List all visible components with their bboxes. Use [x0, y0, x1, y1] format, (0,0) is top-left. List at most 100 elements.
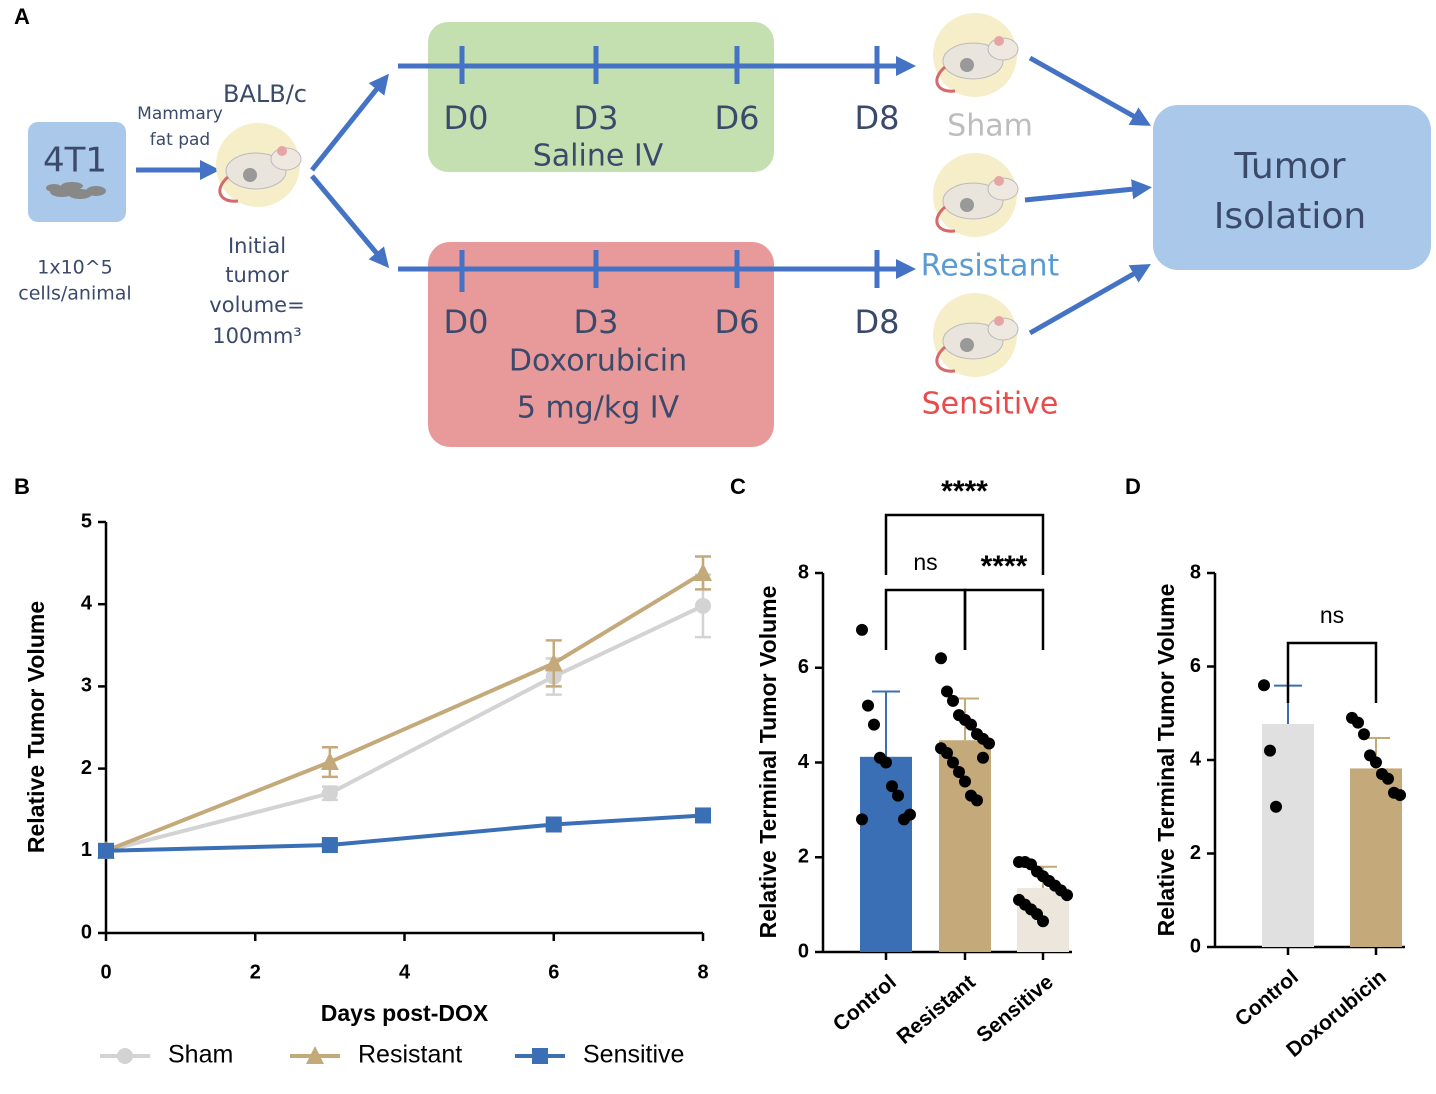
- y-tick-label: 8: [1190, 561, 1201, 583]
- legend-label: Sensitive: [583, 1041, 684, 1069]
- x-tick-label: Sensitive: [972, 970, 1057, 1047]
- y-tick-label: 6: [798, 656, 809, 678]
- mouse-icon: [931, 151, 1020, 239]
- bar: [939, 740, 991, 952]
- significance-label: ns: [913, 549, 937, 575]
- significance-bracket: [884, 513, 1045, 575]
- legend-marker: [306, 1046, 324, 1064]
- cell-count: cells/animal: [18, 283, 131, 305]
- mouse-icon: [931, 11, 1020, 99]
- data-point: [856, 623, 868, 636]
- significance-label: ****: [941, 475, 988, 508]
- mouse-icon: [931, 291, 1020, 379]
- y-tick-label: 8: [798, 561, 809, 583]
- legend-marker: [117, 1048, 133, 1064]
- y-tick-label: 2: [1190, 842, 1201, 864]
- data-point: [1370, 756, 1382, 769]
- data-point: [1258, 679, 1270, 692]
- group-label: Sensitive: [922, 387, 1059, 422]
- data-point: [983, 737, 995, 750]
- x-tick-label: 2: [250, 961, 261, 983]
- saline-box: [428, 22, 774, 172]
- significance-bracket: [963, 588, 1045, 650]
- data-point: [941, 685, 953, 698]
- y-tick-label: 0: [1190, 935, 1201, 957]
- series-line: [105, 604, 704, 853]
- initial-volume: 100mm³: [212, 324, 301, 348]
- legend-label: Sham: [168, 1041, 233, 1069]
- data-point: [935, 652, 947, 665]
- day-label: D3: [574, 303, 619, 341]
- mouse-icon: [214, 121, 303, 209]
- y-tick-label: 2: [798, 846, 809, 868]
- legend-marker: [532, 1048, 548, 1064]
- initial-volume: Initial: [228, 234, 286, 258]
- x-tick-label: Control: [829, 970, 901, 1036]
- marker: [545, 816, 562, 833]
- y-tick-label: 3: [81, 675, 92, 697]
- series-line: [105, 571, 705, 853]
- data-point: [904, 808, 916, 821]
- y-axis-title: Relative Tumor Volume: [23, 601, 49, 853]
- day-label: D3: [574, 99, 619, 137]
- significance-bracket: [1286, 641, 1378, 703]
- data-point: [1037, 915, 1049, 928]
- series-line: [105, 813, 704, 853]
- data-point: [977, 751, 989, 764]
- data-point: [1382, 772, 1394, 785]
- x-tick-label: 4: [399, 961, 411, 983]
- panel-label: A: [14, 4, 30, 29]
- data-point: [1043, 874, 1055, 887]
- y-axis-title: Relative Terminal Tumor Volume: [1153, 584, 1179, 937]
- arrow: [310, 73, 389, 172]
- panel-label: C: [730, 474, 746, 499]
- data-point: [1270, 800, 1282, 813]
- day-label: D8: [855, 303, 900, 341]
- x-tick-label: 6: [548, 961, 559, 983]
- data-point: [1358, 728, 1370, 741]
- x-tick-label: 0: [100, 961, 111, 983]
- data-point: [1061, 889, 1073, 902]
- data-point: [886, 780, 898, 793]
- marker: [320, 752, 339, 771]
- treatment: Doxorubicin: [509, 344, 687, 379]
- schematic: A 4T1 1x10^5 cells/animal Mammary fat pa…: [14, 4, 1431, 447]
- arrow: [310, 174, 390, 269]
- initial-volume: tumor: [225, 263, 289, 287]
- data-point: [953, 765, 965, 778]
- marker: [321, 785, 338, 802]
- data-point: [941, 747, 953, 760]
- significance-label: ns: [1320, 602, 1344, 628]
- marker: [98, 842, 114, 859]
- endpoint: Tumor: [1233, 146, 1345, 187]
- data-point: [965, 718, 977, 731]
- data-point: [1352, 716, 1364, 729]
- marker: [321, 837, 338, 854]
- data-point: [947, 694, 959, 707]
- y-tick-label: 2: [81, 757, 92, 779]
- x-tick-label: 8: [697, 961, 708, 983]
- arrow: [1028, 55, 1151, 126]
- data-point: [868, 718, 880, 731]
- group-label: Resistant: [921, 249, 1060, 284]
- x-tick-label: Control: [1231, 965, 1303, 1031]
- panel-label: D: [1125, 474, 1141, 499]
- group-label: Sham: [947, 109, 1033, 144]
- y-tick-label: 4: [81, 592, 93, 614]
- initial-volume: volume=: [209, 293, 304, 317]
- cell-line: 4T1: [43, 141, 107, 181]
- y-tick-label: 0: [798, 940, 809, 962]
- marker: [694, 562, 712, 581]
- timeline-ticks: [459, 250, 880, 292]
- x-tick-label: Resistant: [893, 970, 980, 1048]
- cells-icon: [46, 182, 106, 199]
- day-label: D0: [444, 99, 489, 137]
- bar: [860, 756, 912, 952]
- data-point: [892, 789, 904, 802]
- day-label: D0: [444, 303, 489, 341]
- x-axis-title: Days post-DOX: [321, 1000, 489, 1026]
- day-label: D6: [715, 99, 760, 137]
- y-tick-label: 4: [798, 751, 810, 773]
- endpoint-box: [1153, 105, 1431, 270]
- y-tick-label: 0: [81, 921, 92, 943]
